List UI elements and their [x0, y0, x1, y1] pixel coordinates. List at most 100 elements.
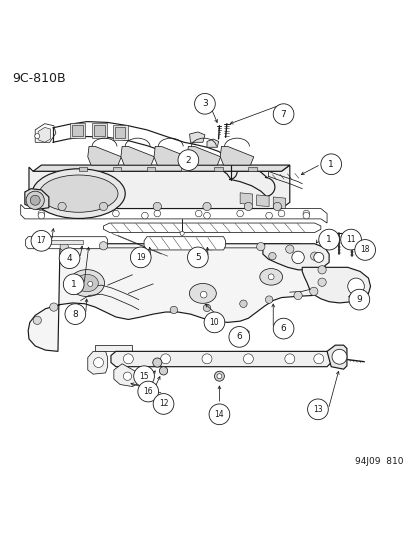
Polygon shape — [94, 125, 104, 136]
Polygon shape — [92, 123, 107, 138]
Circle shape — [153, 393, 173, 414]
Polygon shape — [33, 165, 289, 171]
Text: 94J09  810: 94J09 810 — [354, 457, 403, 466]
Circle shape — [216, 374, 221, 378]
Text: 6: 6 — [280, 324, 286, 333]
Circle shape — [133, 366, 154, 386]
Polygon shape — [72, 125, 83, 136]
Text: 8: 8 — [72, 310, 78, 319]
Circle shape — [71, 210, 78, 217]
Circle shape — [195, 210, 202, 217]
Circle shape — [99, 241, 107, 250]
Circle shape — [268, 253, 275, 260]
Ellipse shape — [75, 274, 98, 292]
Polygon shape — [25, 189, 49, 209]
Circle shape — [348, 289, 369, 310]
Circle shape — [302, 212, 309, 219]
Circle shape — [65, 304, 85, 325]
Polygon shape — [88, 147, 121, 165]
Circle shape — [318, 229, 339, 250]
Text: 3: 3 — [202, 99, 207, 108]
Polygon shape — [112, 167, 121, 171]
Circle shape — [30, 195, 40, 205]
Circle shape — [204, 312, 224, 333]
Polygon shape — [26, 237, 107, 249]
Polygon shape — [262, 244, 328, 270]
Polygon shape — [78, 167, 87, 171]
Circle shape — [50, 303, 58, 311]
Text: 19: 19 — [135, 253, 145, 262]
Circle shape — [38, 210, 45, 217]
Circle shape — [93, 358, 103, 368]
Polygon shape — [146, 167, 154, 171]
Text: 9C-810B: 9C-810B — [12, 72, 66, 85]
Circle shape — [31, 230, 52, 251]
Text: 2: 2 — [185, 156, 191, 165]
Ellipse shape — [189, 284, 216, 303]
Polygon shape — [112, 125, 127, 140]
Circle shape — [320, 154, 341, 175]
Circle shape — [170, 306, 177, 314]
Polygon shape — [256, 195, 268, 206]
Polygon shape — [70, 123, 85, 138]
Circle shape — [130, 247, 151, 268]
Circle shape — [278, 210, 284, 217]
Circle shape — [153, 203, 161, 211]
Circle shape — [273, 104, 293, 125]
Text: 1: 1 — [71, 280, 76, 289]
Polygon shape — [121, 147, 154, 165]
Polygon shape — [273, 197, 285, 208]
Polygon shape — [35, 124, 56, 142]
Circle shape — [307, 399, 328, 419]
Circle shape — [154, 210, 160, 217]
Circle shape — [331, 349, 346, 364]
Circle shape — [243, 354, 253, 364]
Polygon shape — [220, 147, 253, 165]
Circle shape — [317, 265, 325, 274]
Polygon shape — [144, 237, 225, 250]
Circle shape — [202, 354, 211, 364]
Circle shape — [285, 245, 293, 253]
Circle shape — [123, 372, 131, 381]
Text: 12: 12 — [159, 399, 168, 408]
Circle shape — [38, 212, 45, 219]
Circle shape — [302, 210, 309, 217]
Text: 5: 5 — [195, 253, 200, 262]
Ellipse shape — [39, 175, 118, 212]
Circle shape — [79, 212, 86, 219]
Circle shape — [153, 241, 161, 249]
Circle shape — [123, 354, 133, 364]
Text: 13: 13 — [312, 405, 322, 414]
Circle shape — [317, 278, 325, 286]
Circle shape — [273, 318, 293, 339]
Circle shape — [60, 243, 68, 251]
Polygon shape — [187, 147, 220, 165]
Text: 15: 15 — [139, 372, 149, 381]
Polygon shape — [154, 147, 187, 165]
Circle shape — [160, 354, 170, 364]
Polygon shape — [206, 139, 218, 147]
Text: 9: 9 — [356, 295, 361, 304]
Circle shape — [203, 304, 210, 312]
Circle shape — [99, 203, 107, 211]
Text: 17: 17 — [36, 236, 46, 245]
Circle shape — [236, 210, 243, 217]
Polygon shape — [111, 351, 330, 367]
Polygon shape — [95, 345, 132, 351]
Circle shape — [159, 367, 167, 375]
Polygon shape — [214, 167, 222, 171]
Circle shape — [138, 381, 158, 402]
Text: 1: 1 — [328, 160, 333, 169]
Circle shape — [209, 404, 229, 425]
Polygon shape — [88, 351, 107, 374]
Circle shape — [112, 210, 119, 217]
Polygon shape — [189, 132, 204, 142]
Ellipse shape — [32, 169, 125, 219]
Circle shape — [347, 278, 363, 295]
Polygon shape — [28, 244, 324, 351]
Circle shape — [152, 358, 161, 367]
Circle shape — [273, 203, 281, 211]
Circle shape — [256, 243, 264, 251]
Polygon shape — [21, 204, 326, 223]
Polygon shape — [240, 193, 252, 204]
